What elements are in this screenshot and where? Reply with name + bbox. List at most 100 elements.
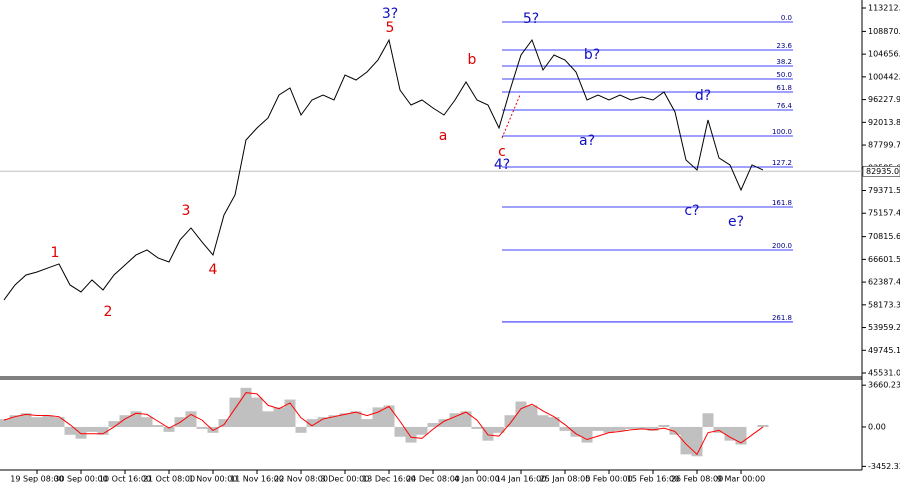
- y-tick-label: 113212.05: [868, 3, 900, 12]
- wave-label: 3?: [382, 6, 398, 22]
- histogram-bar: [240, 387, 252, 427]
- histogram-bar: [405, 426, 417, 443]
- price-line: [3, 38, 764, 301]
- histogram-bar: [350, 411, 362, 427]
- fib-label: 61.8: [776, 84, 792, 92]
- histogram-bar: [757, 425, 769, 427]
- histogram-bar: [361, 419, 373, 427]
- x-tick-label: 26 Feb 08:00: [671, 475, 723, 484]
- x-tick-label: 30 Sep 00:00: [54, 475, 107, 484]
- histogram-bar: [328, 415, 340, 427]
- histogram-bar: [141, 417, 153, 427]
- histogram-bar: [647, 426, 659, 431]
- y-tick-label: 75157.45: [868, 209, 900, 218]
- histogram-bar: [515, 401, 527, 427]
- x-tick-label: 3 Dec 00:00: [321, 475, 370, 484]
- x-tick-label: 22 Nov 08:00: [274, 475, 328, 484]
- histogram-bar: [42, 415, 54, 427]
- histogram-bar: [603, 426, 615, 433]
- fib-label: 23.6: [776, 42, 792, 50]
- fib-label: 100.0: [772, 128, 792, 136]
- signal-line: [3, 392, 764, 456]
- histogram-bar: [108, 421, 120, 427]
- histogram-bar: [416, 426, 428, 435]
- x-tick-label: 25 Jan 08:00: [540, 475, 591, 484]
- y-tick-label: 79371.55: [868, 186, 900, 195]
- x-tick-label: 13 Dec 16:00: [362, 475, 416, 484]
- histogram-bar: [229, 397, 241, 427]
- wave-connector: [501, 94, 521, 139]
- histogram-bar: [658, 425, 670, 427]
- histogram-bar: [97, 426, 109, 435]
- wave-label: 4?: [494, 157, 510, 173]
- histogram-bar: [163, 426, 175, 432]
- histogram-bar: [449, 413, 461, 427]
- wave-label: 5: [386, 20, 395, 36]
- histogram-bar: [526, 405, 538, 427]
- fib-label: 161.8: [772, 199, 792, 207]
- fib-label: 50.0: [776, 71, 792, 79]
- wave-label: c?: [684, 203, 699, 219]
- y-tick-label: 104656.15: [868, 50, 900, 59]
- histogram-bar: [64, 426, 76, 435]
- x-tick-label: 15 Feb 16:00: [627, 475, 679, 484]
- histogram-bar: [251, 397, 263, 427]
- histogram-bar: [680, 426, 692, 455]
- y-tick-label: 87799.75: [868, 141, 900, 150]
- histogram-bar: [31, 417, 43, 427]
- wave-label: 3: [182, 203, 191, 219]
- y-tick-label: 0.00: [868, 422, 886, 431]
- histogram-bar: [119, 415, 131, 427]
- histogram-bar: [306, 419, 318, 427]
- y-tick-label: 53959.25: [868, 323, 900, 332]
- y-tick-label: 58173.35: [868, 300, 900, 309]
- histogram-bar: [504, 415, 516, 427]
- histogram-bar: [383, 405, 395, 427]
- y-tick-label: 62387.45: [868, 278, 900, 287]
- wave-label: 1: [51, 245, 60, 261]
- histogram-bar: [152, 425, 164, 427]
- histogram-bar: [636, 426, 648, 429]
- x-tick-label: 5 Feb 00:00: [585, 475, 632, 484]
- histogram-bar: [394, 426, 406, 437]
- wave-label: a?: [579, 133, 595, 149]
- x-tick-label: 21 Oct 08:00: [143, 475, 195, 484]
- histogram-bar: [339, 413, 351, 427]
- wave-label: 4: [209, 262, 218, 278]
- y-tick-label: 45531.05: [868, 369, 900, 378]
- histogram-bar: [218, 419, 230, 427]
- histogram-bar: [273, 407, 285, 427]
- histogram-bar: [75, 426, 87, 439]
- histogram-bar: [493, 426, 505, 433]
- x-tick-label: 4 Jan 00:00: [454, 475, 500, 484]
- histogram-bar: [614, 426, 626, 431]
- histogram-bar: [372, 407, 384, 427]
- current-price-label: 82935.00: [866, 167, 900, 176]
- histogram-bar: [0, 419, 10, 427]
- x-tick-label: 9 Mar 00:00: [717, 475, 765, 484]
- x-tick-label: 14 Jan 16:00: [496, 475, 547, 484]
- y-tick-label: 3660.235: [868, 381, 900, 390]
- x-tick-label: 11 Nov 16:00: [230, 475, 284, 484]
- wave-label: e?: [728, 214, 744, 230]
- histogram-bar: [581, 426, 593, 443]
- histogram-bar: [735, 426, 747, 445]
- histogram-bar: [317, 417, 329, 427]
- histogram-bar: [9, 415, 21, 427]
- fib-label: 127.2: [772, 159, 792, 167]
- histogram-bar: [691, 426, 703, 457]
- histogram-bar: [570, 426, 582, 437]
- histogram-bar: [53, 417, 65, 427]
- current-price-box: [862, 166, 900, 177]
- histogram-bar: [592, 426, 604, 431]
- fib-label: 76.4: [776, 102, 792, 110]
- histogram-bar: [559, 426, 571, 431]
- wave-label: d?: [695, 88, 711, 104]
- histogram-bar: [724, 426, 736, 441]
- fib-label: 261.8: [772, 314, 792, 322]
- x-tick-label: 19 Sep 08:00: [10, 475, 63, 484]
- histogram-bar: [20, 413, 32, 427]
- wave-label: a: [439, 128, 448, 144]
- histogram-bar: [86, 426, 98, 432]
